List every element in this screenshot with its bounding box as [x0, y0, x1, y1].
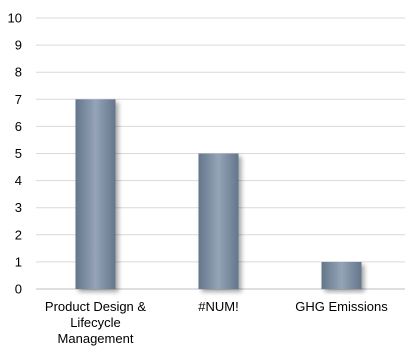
x-tick-label: #NUM! [198, 299, 238, 314]
y-tick-label: 6 [15, 119, 22, 134]
y-tick-label: 9 [15, 38, 22, 53]
bars [75, 99, 362, 289]
y-tick-label: 2 [15, 227, 22, 242]
y-tick-label: 0 [15, 282, 22, 297]
bar [321, 261, 362, 289]
x-tick-label: Product Design & Lifecycle Management [45, 299, 146, 346]
y-tick-label: 3 [15, 200, 22, 215]
x-tick-label: GHG Emissions [295, 299, 388, 314]
y-tick-label: 10 [8, 11, 22, 26]
y-tick-label: 7 [15, 92, 22, 107]
y-tick-label: 1 [15, 254, 22, 269]
x-axis-tick-labels: Product Design & Lifecycle Management #NUM!… [45, 299, 388, 346]
y-axis-tick-labels: 0 1 2 3 4 5 6 7 8 9 10 [8, 11, 22, 297]
y-tick-label: 5 [15, 146, 22, 161]
y-tick-label: 8 [15, 65, 22, 80]
bar [75, 99, 116, 289]
y-tick-label: 4 [15, 173, 22, 188]
bar [198, 153, 239, 289]
